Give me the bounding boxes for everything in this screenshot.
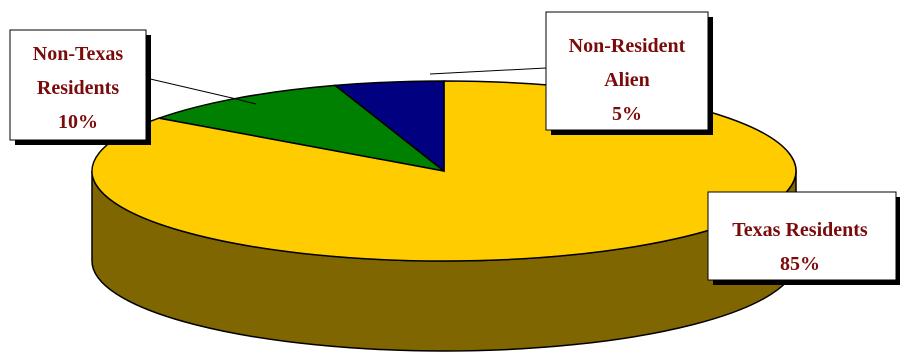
slice-nontexas (156, 84, 445, 172)
leader-line-alien (429, 67, 547, 75)
label-box-nontexas (9, 29, 147, 141)
data-label-texas-line-0: Texas Residents (732, 219, 868, 241)
data-label-alien-line-1: Alien (604, 69, 650, 91)
data-label-texas-line-1: 85% (780, 253, 820, 275)
data-label-nontexas-line-2: 10% (58, 111, 98, 133)
label-layer: Texas Residents 85% Non-Texas Residents 10% N… (9, 11, 900, 285)
leader-line-nontexas (145, 77, 257, 105)
data-label-nontexas-line-0: Non-Texas (33, 43, 124, 65)
label-box-alien (545, 11, 709, 131)
slice-alien (333, 80, 445, 173)
data-label-alien-line-0: Non-Resident (569, 35, 686, 57)
data-label-nontexas-line-1: Residents (37, 77, 119, 99)
label-box-texas (707, 191, 897, 281)
data-label-alien-line-2: 5% (612, 103, 642, 125)
